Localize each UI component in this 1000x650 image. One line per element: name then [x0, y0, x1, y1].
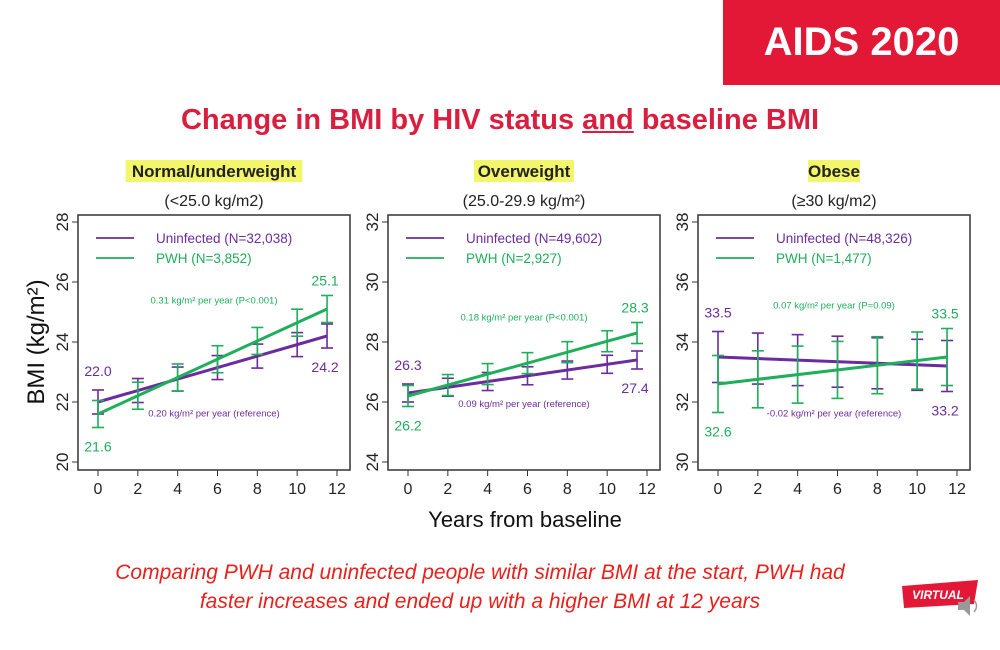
y-tick-label: 26: [53, 273, 72, 292]
x-tick-label: 10: [908, 481, 926, 498]
y-tick-label: 24: [53, 333, 72, 352]
slope-annotation: -0.02 kg/m² per year (reference): [767, 408, 902, 419]
title-part: Change in BMI by HIV status: [180, 104, 583, 136]
x-tick-label: 8: [873, 481, 882, 498]
y-tick-label: 32: [673, 393, 692, 412]
heading-highlight: [808, 160, 860, 182]
y-tick-label: 38: [673, 213, 692, 232]
panel-2: Obese (≥30 kg/m2) 30 32 34 36 38 0 2 4 6 8 10 12 Uninf…: [673, 160, 971, 498]
series-pwh: PWH (N=1,477) 32.6 33.5 0.07 kg/m² per year…: [704, 251, 959, 440]
x-tick-label: 6: [833, 481, 842, 498]
end-value-label: 24.2: [311, 359, 338, 375]
x-tick-label: 4: [483, 481, 492, 498]
slope-annotation: 0.20 kg/m² per year (reference): [148, 408, 279, 419]
x-tick-label: 2: [133, 481, 142, 498]
start-value-label: 21.6: [84, 439, 111, 455]
panel-subheading: (<25.0 kg/m2): [164, 193, 263, 210]
caption-line: Comparing PWH and uninfected people with…: [115, 561, 845, 584]
panel-heading: Normal/underweight: [132, 162, 297, 181]
legend-label: Uninfected (N=49,602): [466, 231, 602, 246]
x-tick-label: 12: [948, 481, 966, 498]
trend-line: [97, 307, 328, 416]
end-value-label: 33.5: [931, 306, 958, 322]
y-tick-label: 22: [53, 393, 72, 412]
end-value-label: 28.3: [621, 300, 648, 316]
y-tick-label: 32: [363, 213, 382, 232]
x-tick-label: 12: [328, 481, 346, 498]
x-tick-label: 6: [523, 481, 532, 498]
caption: Comparing PWH and uninfected people with…: [0, 558, 960, 616]
panel-0: Normal/underweight(<25.0 kg/m2)202224262…: [53, 160, 351, 498]
title-part: baseline BMI: [633, 104, 820, 136]
end-value-label: 33.2: [931, 403, 958, 419]
end-value-label: 25.1: [311, 273, 338, 289]
slope-annotation: 0.31 kg/m² per year (P<0.001): [151, 296, 278, 307]
x-tick-label: 4: [173, 481, 182, 498]
series-pwh: PWH (N=3,852) 21.6 25.1 0.31 kg/m² per year…: [84, 251, 339, 455]
start-value-label: 26.3: [394, 357, 421, 373]
legend-label: Uninfected (N=32,038): [156, 231, 292, 246]
x-tick-label: 4: [793, 481, 802, 498]
heading-highlight: [474, 160, 574, 182]
conference-badge: AIDS 2020: [723, 0, 1000, 85]
start-value-label: 22.0: [84, 363, 111, 379]
slide-title: Change in BMI by HIV status and baseline…: [0, 104, 1000, 137]
legend-label: Uninfected (N=48,326): [776, 231, 912, 246]
panel-subheading: (25.0-29.9 kg/m²): [463, 193, 586, 210]
x-tick-label: 10: [598, 481, 616, 498]
start-value-label: 26.2: [394, 418, 421, 434]
slope-annotation: 0.07 kg/m² per year (P=0.09): [773, 300, 895, 311]
series-uninfected: Uninfected (N=32,038) 22.0 24.2 0.20 kg/m² …: [84, 231, 339, 419]
end-value-label: 27.4: [621, 380, 648, 396]
y-axis-label: BMI (kg/m²): [23, 279, 50, 404]
x-tick-label: 2: [753, 481, 762, 498]
x-tick-label: 12: [638, 481, 656, 498]
virtual-logo: VIRTUAL: [902, 580, 978, 616]
y-tick-label: 30: [673, 453, 692, 472]
y-tick-label: 20: [53, 453, 72, 472]
y-tick-label: 30: [363, 273, 382, 292]
y-tick-label: 24: [363, 453, 382, 472]
svg-text:VIRTUAL: VIRTUAL: [912, 588, 964, 602]
x-tick-label: 0: [714, 481, 723, 498]
trend-line: [717, 355, 948, 368]
x-tick-label: 8: [563, 481, 572, 498]
trend-line: [407, 358, 638, 395]
trend-line: [407, 331, 638, 398]
y-tick-label: 28: [363, 333, 382, 352]
x-tick-label: 10: [288, 481, 306, 498]
x-axis-label: Years from baseline: [428, 507, 622, 532]
panel-heading: Obese: [808, 162, 860, 181]
y-tick-label: 36: [673, 273, 692, 292]
x-tick-label: 6: [213, 481, 222, 498]
panel-subheading: (≥30 kg/m2): [791, 193, 876, 210]
panel-heading: Overweight: [478, 162, 571, 181]
slope-annotation: 0.09 kg/m² per year (reference): [458, 399, 589, 410]
x-tick-label: 8: [253, 481, 262, 498]
start-value-label: 32.6: [704, 424, 731, 440]
legend-label: PWH (N=2,927): [466, 251, 562, 266]
legend-label: PWH (N=1,477): [776, 251, 872, 266]
y-tick-label: 26: [363, 393, 382, 412]
x-tick-label: 0: [404, 481, 413, 498]
heading-highlight: [125, 160, 303, 182]
y-tick-label: 34: [673, 333, 692, 352]
trend-line: [97, 334, 328, 404]
start-value-label: 33.5: [704, 305, 731, 321]
caption-line: faster increases and ended up with a hig…: [199, 590, 761, 613]
y-tick-label: 28: [53, 213, 72, 232]
x-tick-label: 2: [443, 481, 452, 498]
series-pwh: PWH (N=2,927) 26.2 28.3 0.18 kg/m² per year…: [394, 251, 649, 434]
slope-annotation: 0.18 kg/m² per year (P<0.001): [461, 312, 588, 323]
legend-label: PWH (N=3,852): [156, 251, 252, 266]
x-tick-label: 0: [94, 481, 103, 498]
title-underlined: and: [582, 104, 634, 136]
trend-line: [717, 355, 948, 386]
